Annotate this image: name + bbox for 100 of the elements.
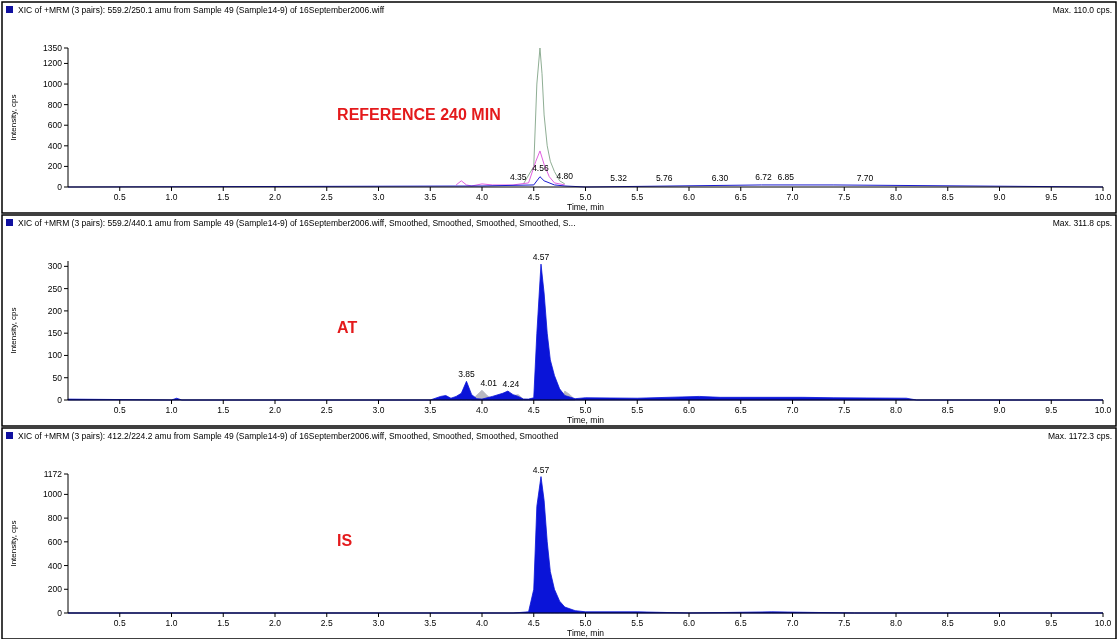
chart-subtitle: Max. 110.0 cps. [1052,5,1112,15]
y-tick-label: 0 [57,608,63,618]
y-tick-label: 1350 [43,43,63,53]
x-tick-label: 2.0 [269,192,282,202]
x-tick-label: 1.5 [217,618,230,628]
x-tick-label: 3.0 [372,405,385,415]
x-tick-label: 7.5 [838,192,851,202]
x-tick-label: 2.0 [269,618,282,628]
y-axis-title: Intensity, cps [9,307,18,354]
x-tick-label: 8.5 [941,192,954,202]
x-tick-label: 7.0 [786,618,799,628]
x-tick-label: 2.5 [320,192,333,202]
x-tick-label: 5.0 [579,192,592,202]
x-tick-label: 6.5 [734,192,747,202]
x-tick-label: 7.0 [786,405,799,415]
x-tick-label: 9.0 [993,192,1006,202]
annotation: IS [337,532,353,549]
annotation: 5.76 [655,172,673,183]
annotation: 4.56 [532,162,549,173]
x-tick-label: 1.0 [165,618,178,628]
x-tick-label: 6.0 [683,192,696,202]
x-tick-label: 7.5 [838,405,851,415]
x-tick-label: 10.0 [1094,192,1112,202]
x-tick-label: 6.5 [734,618,747,628]
chart-title: XIC of +MRM (3 pairs): 559.2/440.1 amu from Sample 49 (Sample14-9) of 16September2006.wiff, Smoothed, Smoothed, Smoothed, Smoothed, S... [18,218,576,228]
x-tick-label: 8.0 [890,192,903,202]
x-tick-label: 7.0 [786,192,799,202]
y-axis-title: Intensity, cps [9,94,18,141]
annotation: 4.57 [532,464,550,475]
y-tick-label: 100 [47,350,63,361]
y-axis-title: Intensity, cps [9,520,18,567]
x-tick-label: 2.0 [269,405,282,415]
x-tick-label: 0.5 [113,618,126,628]
chart-title: XIC of +MRM (3 pairs): 559.2/250.1 amu from Sample 49 (Sample14-9) of 16September2006.wiff [18,5,385,15]
x-tick-label: 10.0 [1094,405,1112,415]
x-tick-label: 5.0 [579,618,592,628]
x-tick-label: 4.0 [476,405,489,415]
y-tick-label: 1000 [43,489,63,500]
x-tick-label: 9.0 [993,405,1006,415]
x-axis-title: Time, min [567,628,605,638]
x-tick-label: 6.0 [683,618,696,628]
x-tick-label: 4.5 [527,618,540,628]
x-tick-label: 3.5 [424,192,437,202]
x-tick-label: 9.5 [1045,405,1058,415]
x-tick-label: 3.0 [372,618,385,628]
y-tick-label: 600 [47,536,63,547]
y-tick-label: 600 [47,120,63,131]
y-tick-label: 400 [47,140,63,151]
y-tick-label: 50 [52,372,63,383]
x-tick-label: 8.0 [890,618,903,628]
x-tick-label: 2.5 [320,405,333,415]
x-tick-label: 2.5 [320,618,333,628]
y-tick-label: 800 [47,513,63,524]
y-tick-label: 1000 [43,79,63,90]
y-tick-label: 200 [47,584,63,595]
y-tick-label: 0 [57,395,63,405]
x-tick-label: 4.0 [476,192,489,202]
x-tick-label: 3.0 [372,192,385,202]
chart-subtitle: Max. 311.8 cps. [1052,218,1112,228]
x-tick-label: 4.0 [476,618,489,628]
y-tick-label: 200 [47,161,63,172]
x-tick-label: 5.5 [631,192,644,202]
chart-subtitle: Max. 1172.3 cps. [1047,431,1112,441]
y-tick-label: 150 [47,328,63,339]
x-tick-label: 1.0 [165,405,178,415]
annotation: 4.24 [502,379,520,390]
x-tick-label: 9.0 [993,618,1006,628]
annotation: 5.32 [610,172,628,183]
x-tick-label: 0.5 [113,405,126,415]
annotation: 7.70 [856,172,874,183]
annotation: 4.01 [480,378,498,389]
y-tick-label: 800 [47,99,63,110]
annotation: AT [337,319,358,336]
y-tick-label: 300 [47,261,63,272]
y-tick-label: 0 [57,182,63,192]
y-tick-label: 250 [47,283,63,294]
annotation: 4.35 [509,171,527,182]
x-tick-label: 1.5 [217,192,230,202]
annotation: 3.85 [458,369,476,380]
x-tick-label: 4.5 [527,405,540,415]
x-tick-label: 9.5 [1045,618,1058,628]
x-tick-label: 9.5 [1045,192,1058,202]
x-tick-label: 0.5 [113,192,126,202]
x-tick-label: 7.5 [838,618,851,628]
y-tick-label: 1200 [43,58,63,69]
x-axis-title: Time, min [567,415,605,425]
x-tick-label: 5.5 [631,405,644,415]
x-tick-label: 1.5 [217,405,230,415]
x-tick-label: 10.0 [1094,618,1112,628]
x-tick-label: 1.0 [165,192,178,202]
x-tick-label: 5.0 [579,405,592,415]
annotation: 4.80 [556,170,574,181]
y-tick-label: 1172 [43,469,63,479]
x-tick-label: 8.5 [941,618,954,628]
x-tick-label: 3.5 [424,618,437,628]
chart-title: XIC of +MRM (3 pairs): 412.2/224.2 amu from Sample 49 (Sample14-9) of 16September2006.wiff, Smoothed, Smoothed, Smoothed, Smoothed [18,431,559,441]
x-tick-label: 6.0 [683,405,696,415]
annotation: REFERENCE 240 MIN [337,106,501,123]
x-tick-label: 4.5 [527,192,540,202]
annotation: 4.57 [532,252,550,263]
